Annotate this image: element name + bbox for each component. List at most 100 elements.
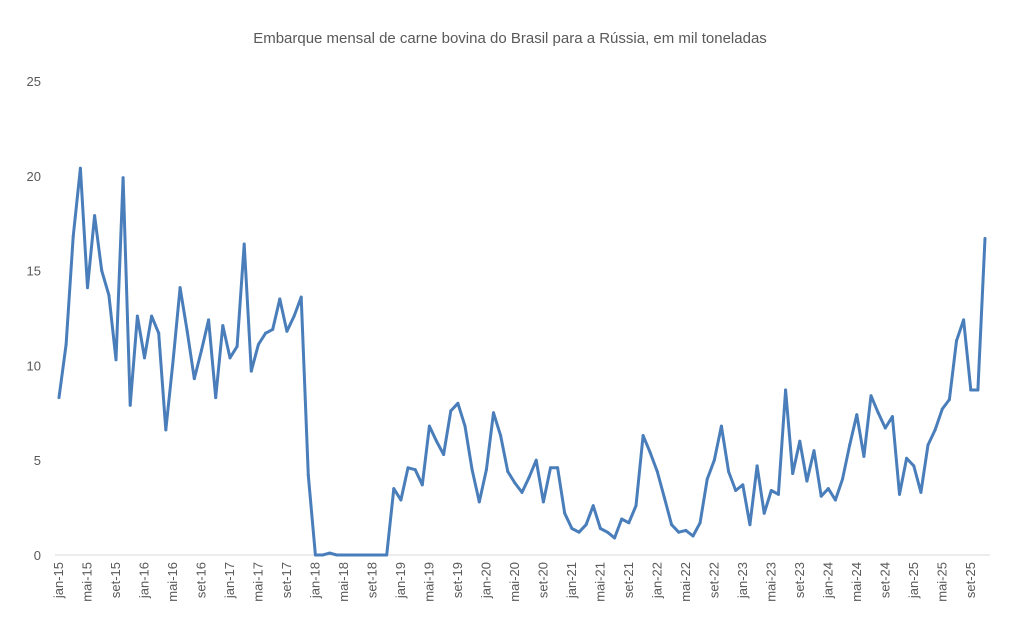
data-point [748, 523, 752, 527]
x-tick-label: jan-21 [564, 562, 579, 599]
x-tick-label: set-22 [706, 562, 721, 598]
data-point [370, 553, 374, 557]
data-point [926, 443, 930, 447]
data-point [527, 475, 531, 479]
x-tick-label: mai-19 [421, 562, 436, 602]
data-point [93, 214, 97, 218]
data-point [563, 511, 567, 515]
y-axis: 0 5 10 15 20 25 [27, 74, 41, 563]
chart-title: Embarque mensal de carne bovina do Brasi… [253, 30, 767, 47]
x-tick-label: set-17 [279, 562, 294, 598]
data-point [456, 401, 460, 405]
data-point [71, 234, 75, 238]
data-point [506, 470, 510, 474]
data-point [100, 269, 104, 273]
data-point [677, 530, 681, 534]
data-point [983, 236, 987, 240]
data-point [898, 492, 902, 496]
data-point [292, 314, 296, 318]
x-tick-label: mai-21 [592, 562, 607, 602]
data-point [841, 477, 845, 481]
x-tick-label: mai-25 [934, 562, 949, 602]
data-point [228, 356, 232, 360]
data-point [791, 471, 795, 475]
x-tick-label: mai-22 [678, 562, 693, 602]
x-tick-label: set-25 [963, 562, 978, 598]
data-point [798, 439, 802, 443]
data-point [78, 166, 82, 170]
data-point [171, 360, 175, 364]
data-point [249, 369, 253, 373]
data-point [933, 428, 937, 432]
data-point [107, 293, 111, 297]
data-point [691, 534, 695, 538]
data-point [627, 521, 631, 525]
data-point [534, 458, 538, 462]
data-point [598, 526, 602, 530]
data-point [413, 468, 417, 472]
data-point [285, 329, 289, 333]
data-point [142, 356, 146, 360]
x-tick-label: jan-22 [649, 562, 664, 599]
data-point [620, 517, 624, 521]
data-point [114, 358, 118, 362]
data-point [591, 504, 595, 508]
data-point [313, 553, 317, 557]
data-point [328, 551, 332, 555]
data-point [199, 348, 203, 352]
data-point [513, 481, 517, 485]
data-point [705, 477, 709, 481]
data-point [392, 487, 396, 491]
y-tick-label: 20 [27, 169, 41, 184]
y-tick-label: 5 [34, 453, 41, 468]
data-point [819, 494, 823, 498]
data-point [420, 483, 424, 487]
x-tick-label: mai-16 [165, 562, 180, 602]
data-point [463, 424, 467, 428]
data-point [435, 439, 439, 443]
data-point [769, 489, 773, 493]
data-point [264, 331, 268, 335]
data-point [755, 464, 759, 468]
data-point [299, 295, 303, 299]
data-point [242, 242, 246, 246]
data-point [57, 396, 61, 400]
data-point [776, 492, 780, 496]
data-point [541, 500, 545, 504]
data-point [477, 500, 481, 504]
data-point [499, 434, 503, 438]
y-tick-label: 10 [27, 358, 41, 373]
data-point [947, 398, 951, 402]
y-tick-label: 0 [34, 548, 41, 563]
data-point [121, 176, 125, 180]
data-point [306, 473, 310, 477]
data-point [883, 426, 887, 430]
data-point [484, 468, 488, 472]
data-point [719, 424, 723, 428]
x-tick-label: mai-23 [763, 562, 778, 602]
data-point [655, 470, 659, 474]
x-tick-label: jan-17 [222, 562, 237, 599]
data-point [278, 297, 282, 301]
data-point [378, 553, 382, 557]
data-point [577, 530, 581, 534]
data-point [641, 434, 645, 438]
data-point [164, 428, 168, 432]
data-point [135, 314, 139, 318]
data-point [826, 487, 830, 491]
data-point [912, 464, 916, 468]
x-tick-label: mai-17 [250, 562, 265, 602]
data-point [905, 456, 909, 460]
series-group [57, 166, 987, 557]
x-tick-label: set-16 [193, 562, 208, 598]
data-point [185, 329, 189, 333]
data-point [548, 466, 552, 470]
data-point [784, 388, 788, 392]
x-tick-label: set-18 [364, 562, 379, 598]
data-point [442, 453, 446, 457]
data-point [955, 339, 959, 343]
data-point [833, 498, 837, 502]
x-tick-label: set-24 [877, 562, 892, 598]
data-point [734, 489, 738, 493]
